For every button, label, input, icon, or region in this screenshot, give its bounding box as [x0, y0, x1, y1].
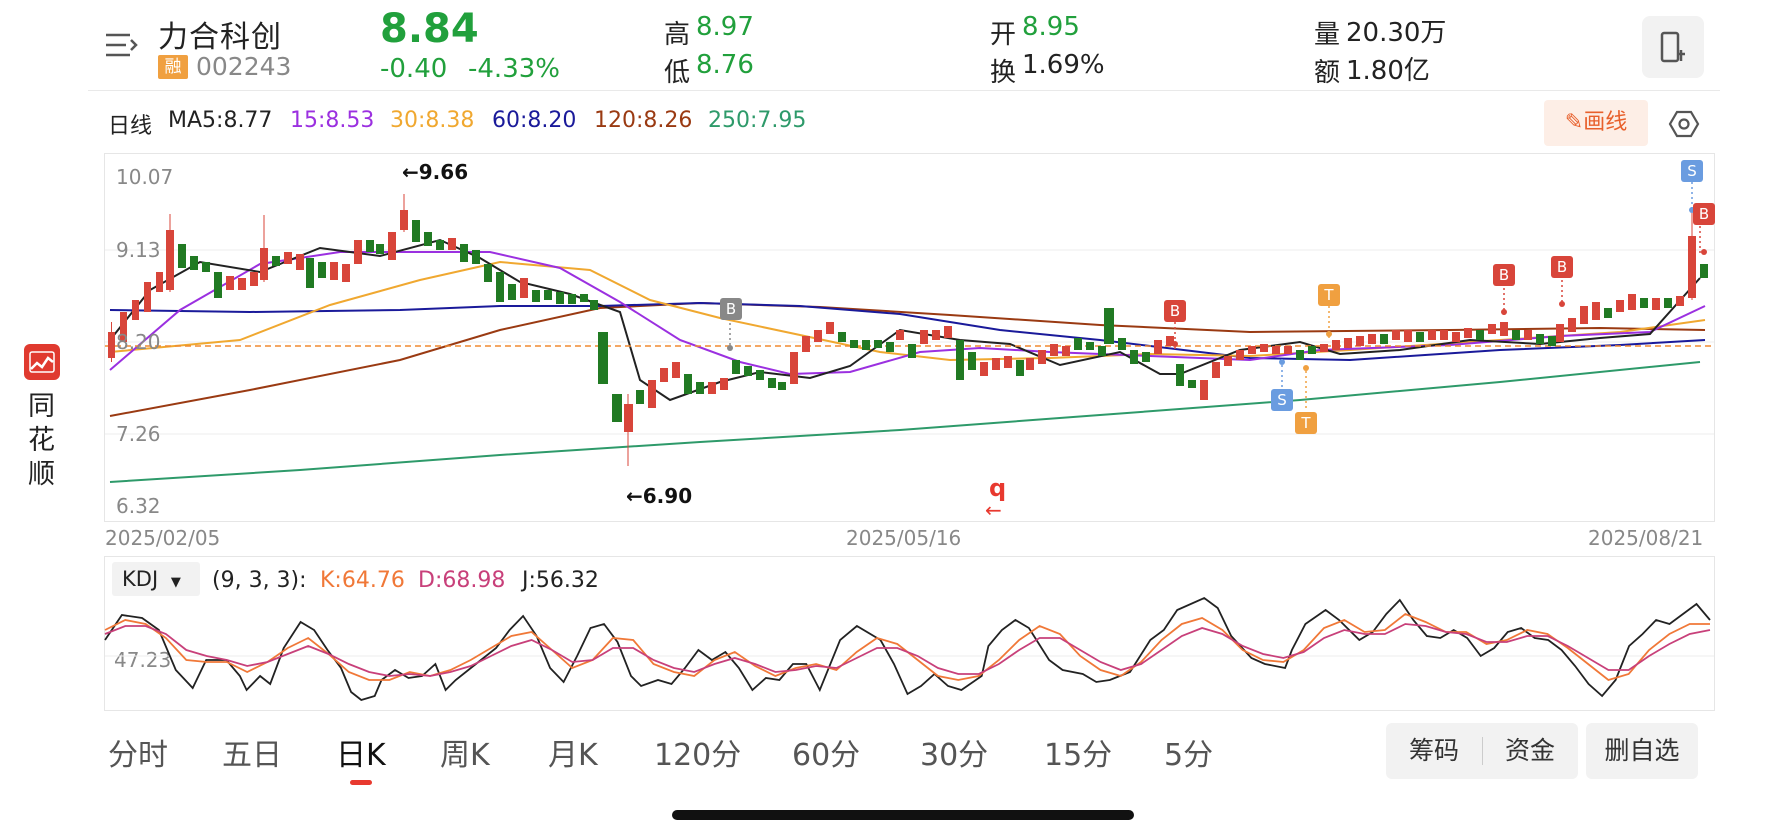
turnover-value: 1.69% [1022, 50, 1105, 80]
kdj-y-label: 47.23 [114, 648, 172, 672]
ma30-value: 30:8.38 [390, 108, 475, 133]
signal-b-marker[interactable]: B [1493, 264, 1515, 286]
home-indicator[interactable] [672, 810, 1134, 820]
volume-value: 20.30万 [1346, 18, 1447, 48]
price-change: -0.40 [380, 54, 448, 84]
phone-icon[interactable] [1642, 16, 1704, 78]
signal-s-marker[interactable]: S [1271, 389, 1293, 411]
high-value: 8.97 [696, 12, 754, 42]
y-label-4: 7.26 [116, 422, 161, 446]
current-price: 8.84 [380, 6, 479, 52]
tab-60min[interactable]: 60分 [792, 738, 861, 773]
ma250-line [109, 361, 1701, 483]
y-label-top: 10.07 [116, 165, 174, 189]
kdj-j-line [104, 596, 1711, 701]
button-divider [1482, 737, 1483, 765]
tab-daily-k[interactable]: 日K [336, 738, 386, 773]
kdj-k-line [104, 612, 1710, 681]
ma5-line [109, 238, 1701, 402]
ma5-value: MA5:8.77 [168, 108, 273, 133]
stock-name: 力合科创 [158, 20, 282, 55]
signal-t-marker[interactable]: T [1295, 412, 1317, 434]
draw-line-label: 画线 [1583, 110, 1628, 135]
header-divider [88, 90, 1720, 91]
period-label: 日线 [108, 114, 153, 139]
signal-b-marker[interactable]: B [1551, 256, 1573, 278]
amount-label: 额 [1314, 58, 1341, 88]
stock-code: 002243 [196, 52, 292, 81]
indicator-name: KDJ [122, 567, 159, 591]
tab-intraday[interactable]: 分时 [108, 738, 168, 773]
candles [108, 194, 1708, 466]
margin-badge: 融 [158, 55, 188, 79]
y-label-bottom: 6.32 [116, 494, 161, 518]
remove-watchlist-button[interactable]: 删自选 [1586, 723, 1698, 779]
q-arrow-icon: ← [985, 498, 1002, 522]
signal-b-marker[interactable]: B [1693, 203, 1715, 225]
ma60-value: 60:8.20 [492, 108, 577, 133]
date-end: 2025/08/21 [1588, 526, 1704, 550]
menu-icon[interactable] [104, 30, 140, 60]
chips-button[interactable]: 筹码 [1408, 736, 1459, 765]
signal-s-marker[interactable]: S [1681, 160, 1703, 182]
kdj-chart-frame[interactable] [104, 556, 1715, 711]
kdj-params: (9, 3, 3): [212, 568, 307, 593]
tab-weekly-k[interactable]: 周K [440, 738, 490, 773]
open-value: 8.95 [1022, 12, 1080, 42]
low-annotation: ←6.90 [626, 484, 693, 508]
kdj-j: J:56.32 [522, 568, 599, 593]
tab-120min[interactable]: 120分 [654, 738, 742, 773]
turnover-label: 换 [990, 58, 1017, 88]
signal-b-marker[interactable]: B [720, 298, 742, 320]
settings-icon[interactable] [1668, 108, 1700, 140]
signal-b-marker[interactable]: B [1164, 300, 1186, 322]
y-label-2: 9.13 [116, 238, 161, 262]
active-tab-indicator [350, 780, 372, 785]
kdj-k: K:64.76 [320, 568, 405, 593]
tab-15min[interactable]: 15分 [1044, 738, 1113, 773]
tab-5min[interactable]: 5分 [1164, 738, 1214, 773]
low-value: 8.76 [696, 50, 754, 80]
open-label: 开 [990, 20, 1017, 50]
sidebar-app-name[interactable]: 同花顺 [28, 391, 55, 490]
ma120-value: 120:8.26 [594, 108, 693, 133]
volume-label: 量 [1314, 20, 1341, 50]
tonghuashun-logo-icon[interactable] [24, 344, 60, 380]
tab-five-day[interactable]: 五日 [222, 738, 282, 773]
pencil-icon: ✎ [1564, 110, 1584, 135]
funds-button[interactable]: 资金 [1504, 736, 1555, 765]
tab-monthly-k[interactable]: 月K [548, 738, 598, 773]
indicator-selector[interactable]: KDJ ▼ [112, 562, 200, 596]
signal-t-marker[interactable]: T [1318, 284, 1340, 306]
high-annotation: ←9.66 [402, 160, 469, 184]
price-change-pct: -4.33% [468, 54, 560, 84]
y-label-3: 8.20 [116, 330, 161, 354]
kdj-d-line [104, 623, 1711, 677]
low-label: 低 [664, 58, 691, 88]
caret-down-icon: ▼ [170, 575, 181, 590]
amount-value: 1.80亿 [1346, 56, 1430, 86]
tab-30min[interactable]: 30分 [920, 738, 989, 773]
chips-funds-group: 筹码 资金 [1386, 723, 1578, 779]
q-marker[interactable]: q [989, 474, 1007, 502]
kline-chart-frame[interactable] [104, 153, 1715, 522]
date-mid: 2025/05/16 [846, 526, 962, 550]
date-start: 2025/02/05 [105, 526, 221, 550]
ma15-value: 15:8.53 [290, 108, 375, 133]
kdj-d: D:68.98 [418, 568, 506, 593]
ma60-line [109, 301, 1706, 362]
high-label: 高 [664, 20, 691, 50]
draw-line-button[interactable]: ✎画线 [1544, 100, 1648, 146]
ma250-value: 250:7.95 [708, 108, 807, 133]
